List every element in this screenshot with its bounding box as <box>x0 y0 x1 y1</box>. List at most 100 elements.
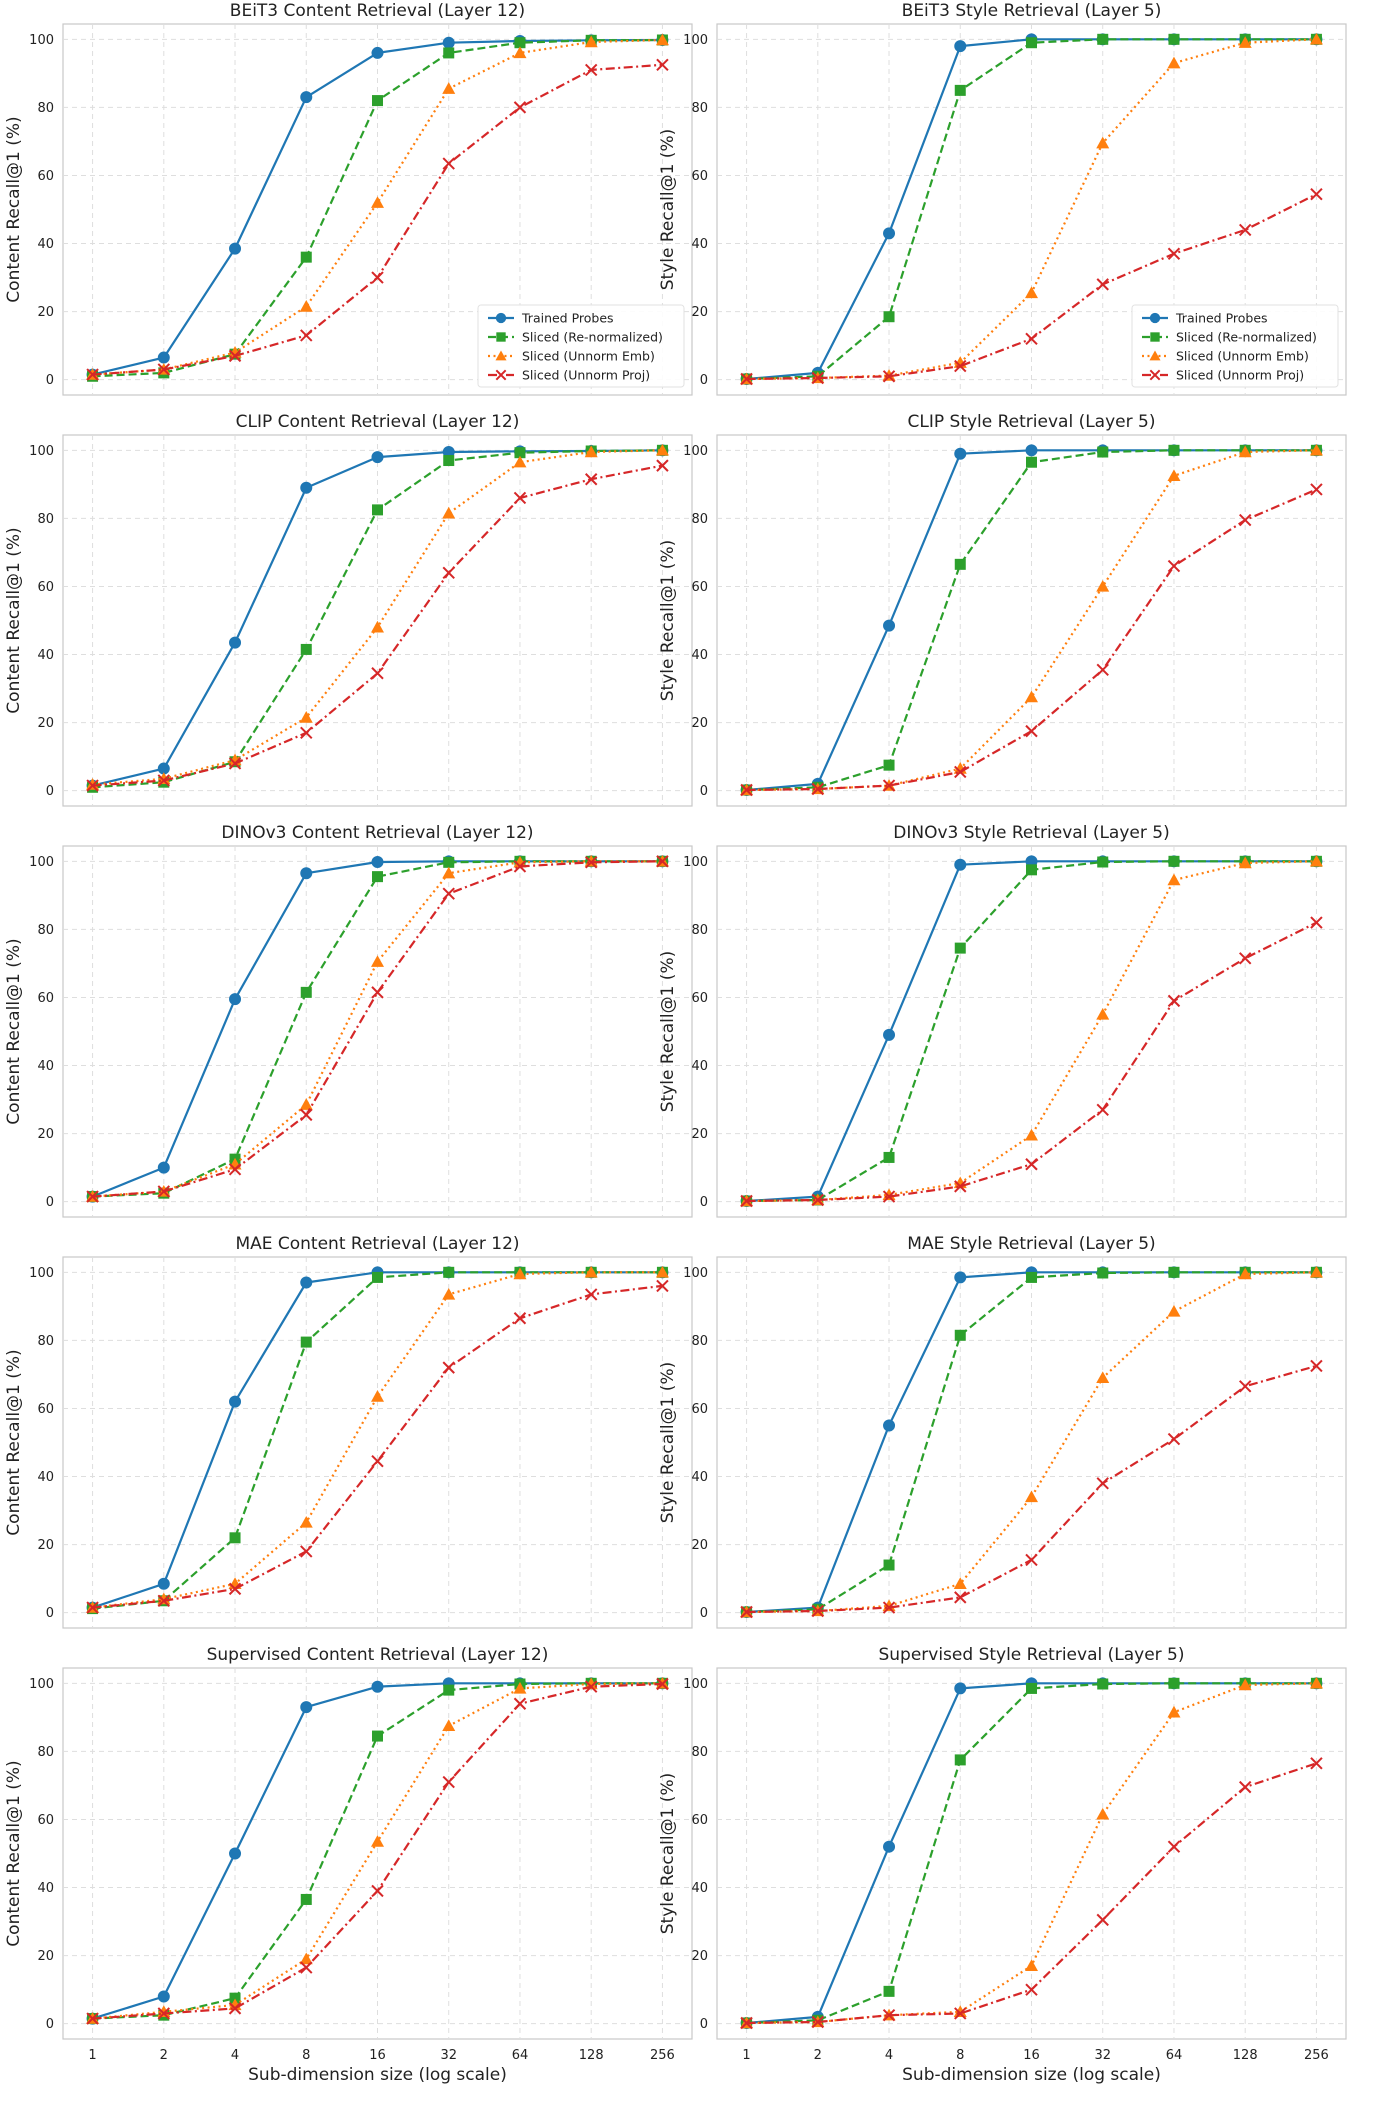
data-point-circle <box>371 451 384 464</box>
grid <box>63 1257 692 1628</box>
data-point-triangle <box>1167 1304 1181 1317</box>
x-stroke <box>228 1582 242 1596</box>
data-point-triangle <box>1096 1807 1110 1820</box>
x-tick-label: 64 <box>512 2048 529 2063</box>
x-stroke <box>1096 278 1109 291</box>
data-point-triangle <box>513 46 527 59</box>
data-point-x <box>1238 952 1252 965</box>
x-stroke <box>656 1279 669 1293</box>
x-tick-label: 1 <box>742 2048 750 2063</box>
x-stroke <box>1238 1380 1252 1393</box>
subplot-4: 0 20 40 60 80 100 CLIP Style Retrieval (Layer … <box>658 412 1347 807</box>
data-point-triangle <box>584 445 598 458</box>
data-point-triangle <box>1309 32 1323 45</box>
data-point-square <box>1168 33 1180 45</box>
data-point-x <box>811 1193 825 1207</box>
x-stroke <box>584 1288 598 1301</box>
data-point-x <box>1238 223 1252 237</box>
data-point-square <box>1150 332 1160 342</box>
data-point-x <box>882 2008 896 2022</box>
x-stroke <box>1310 1359 1323 1373</box>
data-point-circle <box>1025 444 1038 457</box>
data-point-x <box>513 860 527 873</box>
x-tick-label: 16 <box>1023 2048 1040 2063</box>
data-point-circle <box>300 1276 313 1289</box>
x-stroke <box>1238 1780 1252 1794</box>
x-stroke <box>740 783 753 797</box>
x-stroke <box>1025 1553 1038 1567</box>
data-point-x <box>1025 1158 1038 1171</box>
x-stroke <box>656 1677 669 1691</box>
x-stroke <box>157 1185 171 1198</box>
x-stroke <box>656 459 669 472</box>
data-point-triangle <box>299 1098 313 1110</box>
x-stroke <box>1310 483 1323 496</box>
data-point-triangle <box>1238 856 1252 869</box>
y-tick-label: 0 <box>700 1606 708 1621</box>
x-stroke <box>1167 1432 1181 1446</box>
series-sliced-unnorm-emb <box>86 443 669 790</box>
y-tick-label: 0 <box>46 373 54 388</box>
plot-title: DINOv3 Style Retrieval (Layer 5) <box>893 823 1169 843</box>
x-stroke <box>1310 1757 1323 1770</box>
data-point-square <box>883 311 895 323</box>
data-point-square <box>1097 856 1109 868</box>
data-point-x <box>954 765 967 779</box>
y-tick-label: 20 <box>691 716 708 731</box>
data-point-x <box>656 459 669 472</box>
data-point-circle <box>157 351 170 364</box>
subplot-6: 0 20 40 60 80 100 DINOv3 Style Retrieval (Laye… <box>658 823 1347 1218</box>
x-tick-label: 8 <box>302 2048 310 2063</box>
data-point-circle <box>229 993 242 1006</box>
y-tick-label: 20 <box>691 1127 708 1142</box>
data-point-circle <box>229 636 242 649</box>
data-point-x <box>442 887 455 900</box>
data-point-circle <box>300 91 313 104</box>
data-point-x <box>228 1163 242 1176</box>
data-point-square <box>300 1893 312 1905</box>
series-sliced-unnorm-proj <box>740 187 1323 386</box>
data-point-square <box>954 558 966 570</box>
data-point-x <box>1096 1913 1109 1927</box>
x-stroke <box>371 1455 384 1468</box>
data-point-x <box>442 157 455 170</box>
x-stroke <box>157 363 171 376</box>
data-point-triangle <box>1238 36 1252 48</box>
data-point-triangle <box>1238 1267 1252 1280</box>
data-point-x <box>584 1680 598 1693</box>
data-point-square <box>372 871 383 883</box>
y-tick-label: 40 <box>37 237 54 252</box>
data-point-x <box>1025 332 1038 346</box>
data-point-x <box>1167 247 1181 260</box>
plot-title: BEiT3 Content Retrieval (Layer 12) <box>230 1 525 21</box>
x-stroke <box>442 1361 455 1374</box>
data-point-x <box>1096 1103 1109 1116</box>
data-point-circle <box>883 1419 896 1432</box>
series-line <box>92 1284 663 1609</box>
x-stroke <box>882 1601 896 1614</box>
x-stroke <box>1025 332 1038 346</box>
x-stroke <box>513 1697 527 1710</box>
y-tick-label: 0 <box>700 784 708 799</box>
data-point-x <box>954 2007 967 2020</box>
x-tick-label: 4 <box>885 2048 893 2063</box>
data-point-x <box>1310 187 1323 201</box>
y-tick-label: 20 <box>37 1538 54 1553</box>
x-stroke <box>811 782 825 796</box>
data-point-x <box>740 1605 753 1619</box>
data-point-triangle <box>1238 1678 1252 1691</box>
data-point-triangle <box>1025 1128 1038 1141</box>
y-tick-label: 40 <box>691 648 708 663</box>
y-tick-label: 40 <box>691 1470 708 1485</box>
data-point-x <box>811 371 825 385</box>
x-axis-label: Sub-dimension size (log scale) <box>248 2065 507 2085</box>
y-tick-label: 40 <box>691 1059 708 1074</box>
y-tick-label: 40 <box>691 1881 708 1896</box>
x-tick-label: 128 <box>579 2048 604 2063</box>
data-point-square <box>372 95 383 107</box>
data-point-x <box>882 1601 896 1614</box>
data-point-triangle <box>299 1515 313 1528</box>
data-point-x <box>740 1194 753 1208</box>
data-point-triangle <box>1096 579 1110 592</box>
x-stroke <box>371 1884 384 1898</box>
